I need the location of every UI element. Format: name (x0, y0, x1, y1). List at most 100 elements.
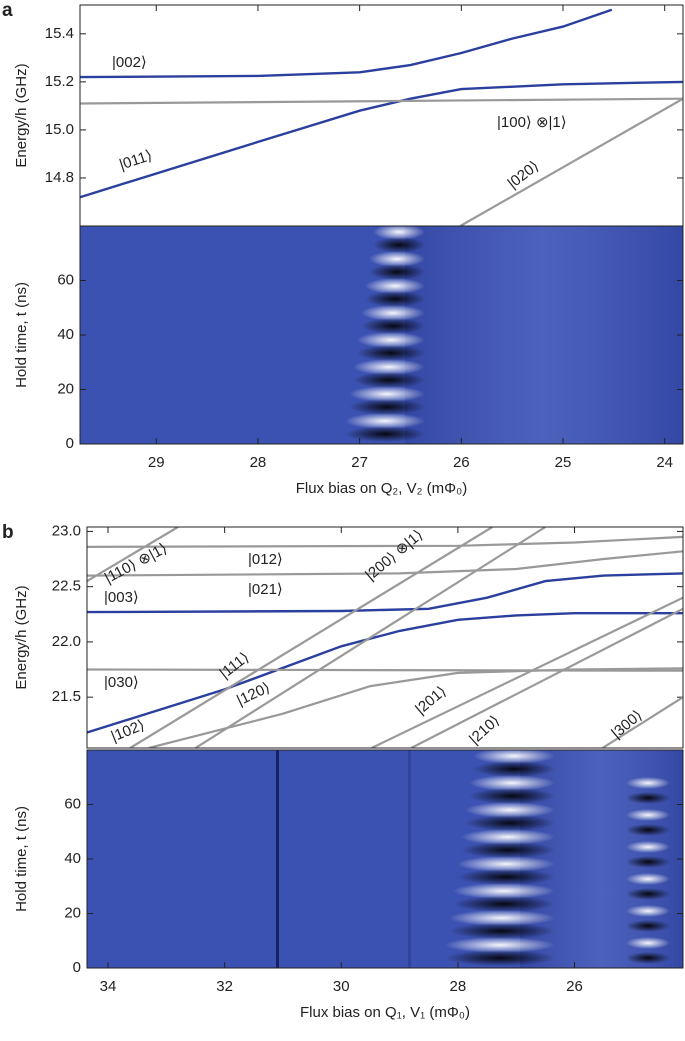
fringe-dark (473, 761, 555, 777)
y-tick-label: 40 (57, 326, 74, 343)
fringe-dark (345, 426, 425, 442)
energy-line (87, 535, 683, 548)
fringe-dark (453, 896, 555, 912)
y-tick-label: 15.4 (45, 25, 74, 42)
fringe-dark (353, 372, 425, 388)
y-axis-label: Hold time, t (ns) (13, 282, 30, 388)
state-label: |011⟩ (117, 147, 154, 174)
fringe-bright (626, 809, 670, 821)
y-tick-label: 22.0 (52, 633, 81, 650)
fringe-bright (457, 856, 555, 872)
x-tick-label: 32 (216, 978, 233, 995)
energy-line (601, 696, 683, 748)
x-tick-label: 24 (656, 454, 673, 471)
fringe-dark (357, 345, 425, 361)
state-label: |020⟩ (504, 157, 542, 192)
fringe-dark (349, 399, 425, 415)
y-tick-label: 22.5 (52, 578, 81, 595)
energy-line (459, 97, 683, 226)
fringe-bright (449, 910, 555, 926)
fringe-dark (461, 842, 555, 858)
fringe-dark (369, 264, 425, 280)
fringe-dark (465, 815, 555, 831)
energy-line (80, 8, 613, 79)
frame (86, 749, 684, 969)
fringe-dark (626, 888, 670, 900)
x-tick-label: 28 (250, 454, 267, 471)
y-tick-label: 15.2 (45, 73, 74, 90)
frame (86, 526, 684, 749)
fringe-dark (626, 920, 670, 932)
heatmap-image (87, 750, 683, 968)
panel-label: b (2, 522, 14, 543)
y-tick-label: 20 (57, 380, 74, 397)
x-axis-label: Flux bias on Q₁, V₁ (mΦ₀) (300, 1004, 470, 1021)
fringe-bright (365, 278, 425, 294)
heatmap-image (80, 226, 683, 444)
y-tick-label: 21.5 (52, 688, 81, 705)
artifact-line (408, 750, 411, 968)
fringe-bright (626, 841, 670, 853)
fringe-bright (626, 777, 670, 789)
state-label: |300⟩ (608, 707, 646, 742)
fringe-dark (445, 950, 555, 966)
fringe-bright (361, 305, 425, 321)
y-axis-label: Energy/h (GHz) (13, 63, 30, 167)
fringe-bright (626, 873, 670, 885)
fringe-bright (369, 251, 425, 267)
fringe-dark (469, 788, 555, 804)
energy-line (80, 80, 683, 199)
fringe-dark (449, 923, 555, 939)
state-label: |200⟩ ⊗|1⟩ (362, 526, 426, 584)
fringe-bright (473, 750, 555, 764)
y-tick-label: 0 (73, 959, 81, 976)
fringe-dark (365, 291, 425, 307)
fringe-bright (445, 937, 555, 953)
y-axis-label: Hold time, t (ns) (13, 806, 30, 912)
fringe-bright (453, 883, 555, 899)
fringe-bright (345, 413, 425, 429)
y-tick-label: 0 (66, 435, 74, 452)
energy-line (80, 97, 683, 105)
artifact-line (276, 750, 279, 968)
y-axis-label: Energy/h (GHz) (13, 585, 30, 689)
x-tick-label: 28 (450, 978, 467, 995)
fringe-dark (626, 952, 670, 964)
energy-line (87, 572, 683, 614)
fringe-stripes (405, 226, 683, 444)
x-axis-label: Flux bias on Q₂, V₂ (mΦ₀) (296, 480, 468, 497)
energy-line (87, 550, 683, 577)
y-tick-label: 40 (64, 850, 81, 867)
energy-line (410, 607, 683, 748)
fringe-dark (361, 318, 425, 334)
fringe-bright (357, 332, 425, 348)
energy-line (129, 527, 493, 748)
x-tick-label: 29 (148, 454, 165, 471)
y-tick-label: 14.8 (45, 169, 74, 186)
state-label: |100⟩ ⊗|1⟩ (497, 114, 567, 131)
state-label: |030⟩ (104, 674, 139, 691)
fringe-bright (373, 226, 425, 240)
panel-label: a (2, 0, 13, 21)
state-label: |003⟩ (104, 589, 139, 606)
fringe-bright (461, 829, 555, 845)
fringe-bright (349, 386, 425, 402)
frame (79, 4, 684, 227)
fringe-bright (353, 359, 425, 375)
y-tick-label: 60 (64, 795, 81, 812)
energy-line (87, 612, 683, 734)
state-label: |002⟩ (112, 54, 147, 71)
fringe-dark (626, 824, 670, 836)
energy-line (194, 527, 546, 748)
state-label: |012⟩ (248, 551, 283, 568)
fringe-bright (469, 775, 555, 791)
x-tick-label: 25 (555, 454, 572, 471)
fringe-dark (457, 869, 555, 885)
x-tick-label: 26 (453, 454, 470, 471)
frame (79, 225, 684, 445)
y-tick-label: 15.0 (45, 121, 74, 138)
energy-line (371, 596, 683, 748)
y-tick-label: 20 (64, 904, 81, 921)
